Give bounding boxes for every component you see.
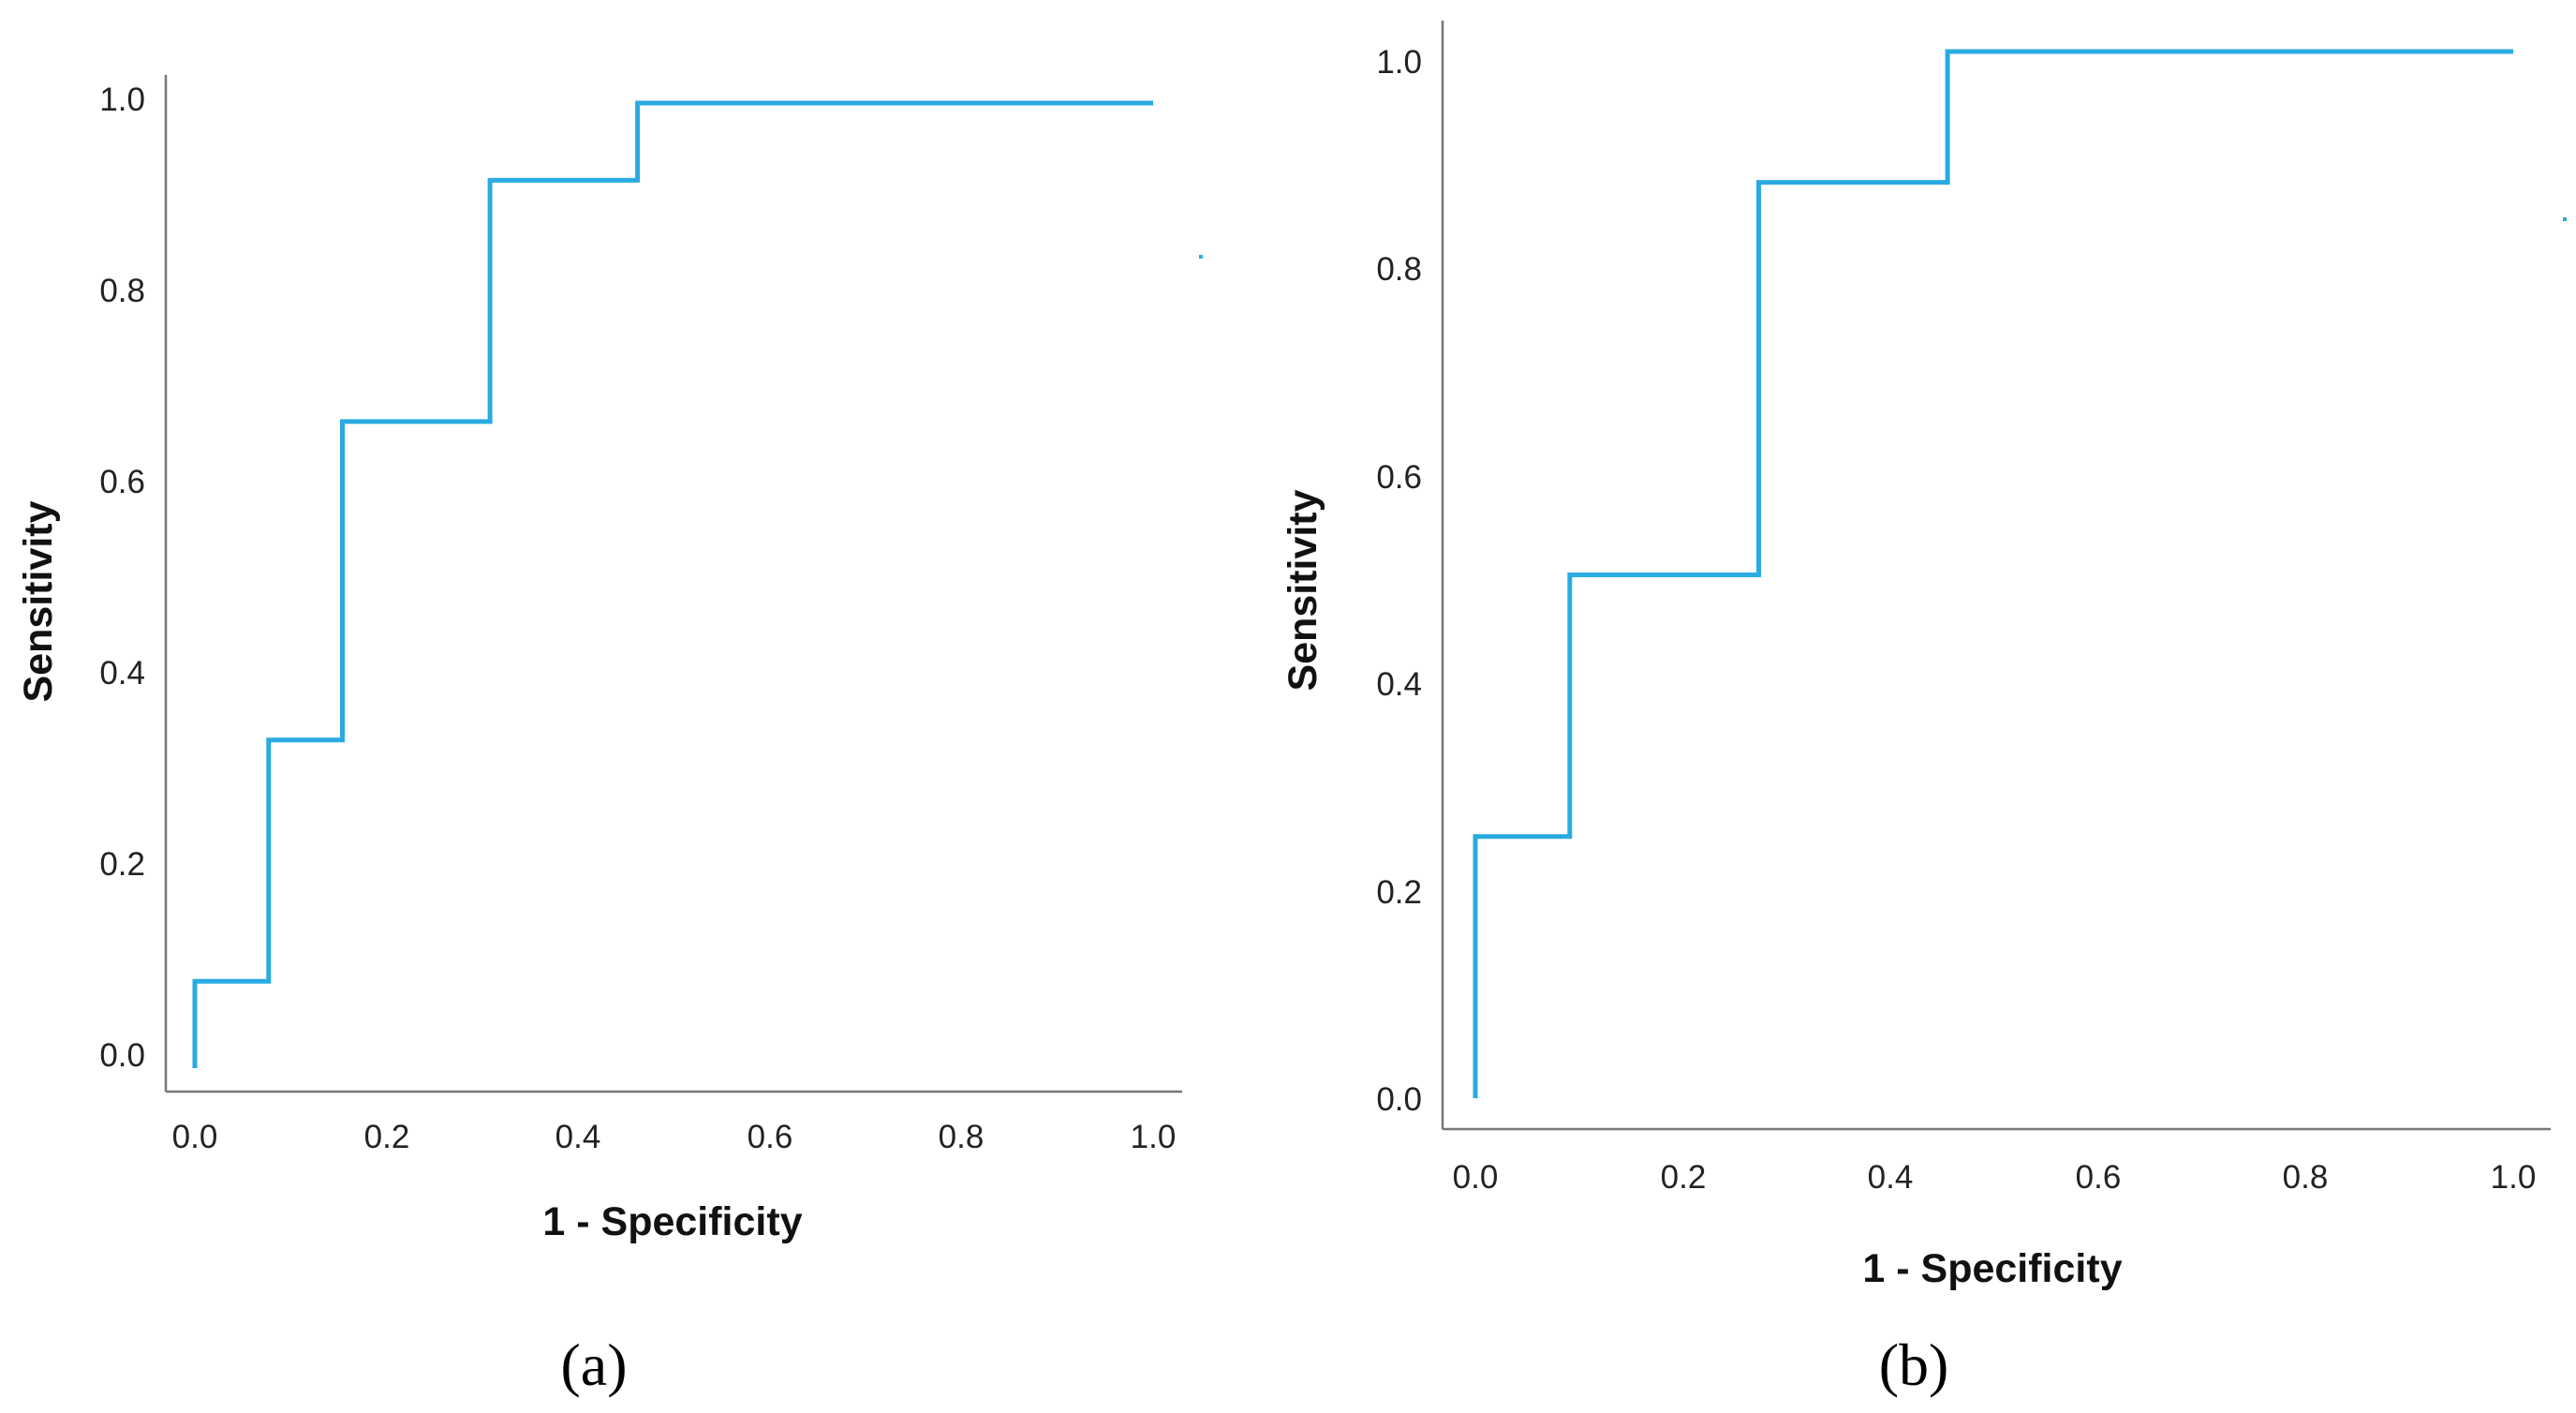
chart-b-y-tick-label: 0.4 <box>1376 666 1422 703</box>
chart-b-roc-line-0 <box>1473 49 2513 1098</box>
chart-a-x-tick-label: 1.0 <box>1131 1119 1177 1155</box>
chart-a-x-tick-label: 0.2 <box>364 1119 410 1155</box>
chart-a-y-tick-label: 0.0 <box>99 1037 145 1074</box>
chart-a-x-tick-label: 0.8 <box>939 1119 985 1155</box>
chart-b-x-tick-label: 0.6 <box>2076 1159 2122 1196</box>
chart-b-x-tick-label: 0.2 <box>1661 1159 1707 1196</box>
chart-b-x-tick-label: 0.0 <box>1453 1159 1499 1196</box>
chart-b-x-axis-title: 1 - Specificity <box>1862 1246 2122 1291</box>
chart-a-x-tick-label: 0.4 <box>555 1119 601 1155</box>
chart-b-panel-label: (b) <box>1879 1331 1949 1398</box>
chart-b-x-tick-label: 1.0 <box>2491 1159 2537 1196</box>
chart-a-y-tick-label: 0.2 <box>99 846 145 883</box>
chart-b-y-tick-label: 0.0 <box>1376 1081 1422 1118</box>
chart-b-y-tick-label: 0.2 <box>1376 874 1422 911</box>
chart-a-roc-line-0 <box>192 100 1153 1068</box>
chart-a-stray-mark <box>1199 255 1203 259</box>
chart-a-y-tick-label: 0.8 <box>99 273 145 309</box>
chart-b-y-tick-label: 1.0 <box>1376 44 1422 81</box>
chart-b: 0.0 0.2 0.4 0.6 0.8 1.0 0.0 0.2 0.4 0.6 … <box>1281 21 2567 1398</box>
chart-b-y-tick-label: 0.8 <box>1376 251 1422 288</box>
chart-a-x-tick-label: 0.0 <box>172 1119 218 1155</box>
chart-b-stray-mark <box>2563 217 2567 221</box>
chart-b-x-tick-label: 0.4 <box>1868 1159 1914 1196</box>
chart-a-y-tick-label: 0.4 <box>99 655 145 692</box>
chart-a: 0.0 0.2 0.4 0.6 0.8 1.0 0.0 0.2 0.4 0.6 … <box>16 75 1203 1398</box>
chart-b-y-axis-title: Sensitivity <box>1281 489 1325 691</box>
chart-b-x-tick-label: 0.8 <box>2283 1159 2329 1196</box>
chart-a-x-axis-title: 1 - Specificity <box>542 1199 802 1244</box>
chart-a-y-tick-label: 1.0 <box>99 82 145 118</box>
chart-a-y-axis-title: Sensitivity <box>16 500 61 702</box>
chart-a-y-tick-label: 0.6 <box>99 464 145 500</box>
chart-b-y-tick-label: 0.6 <box>1376 459 1422 496</box>
chart-a-panel-label: (a) <box>560 1331 627 1398</box>
chart-a-x-tick-label: 0.6 <box>748 1119 793 1155</box>
